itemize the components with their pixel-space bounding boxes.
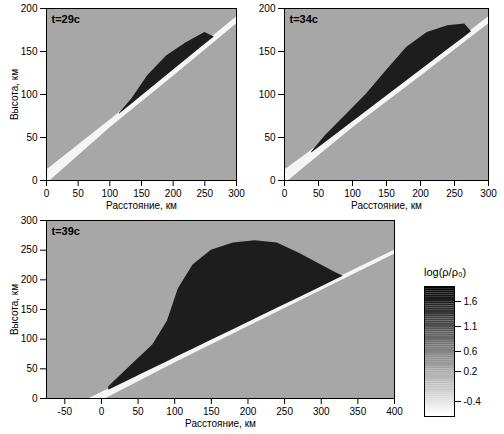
svg-text:Расстояние, км: Расстояние, км xyxy=(185,418,256,429)
svg-text:50: 50 xyxy=(264,132,276,143)
svg-text:250: 250 xyxy=(446,188,463,199)
svg-text:0: 0 xyxy=(32,175,38,186)
html-text:log(ρ/ρ₀): log(ρ/ρ₀) xyxy=(424,266,467,278)
svg-text:200: 200 xyxy=(259,3,276,14)
svg-text:250: 250 xyxy=(21,244,38,255)
svg-text:0: 0 xyxy=(270,175,276,186)
svg-text:t=29с: t=29с xyxy=(52,13,80,25)
svg-text:Расстояние, км: Расстояние, км xyxy=(351,200,422,211)
svg-text:50: 50 xyxy=(26,132,38,143)
svg-text:0: 0 xyxy=(99,406,105,417)
svg-text:t=34с: t=34с xyxy=(290,13,318,25)
svg-text:150: 150 xyxy=(21,46,38,57)
svg-text:200: 200 xyxy=(412,188,429,199)
svg-text:150: 150 xyxy=(203,406,220,417)
svg-text:Расстояние, км: Расстояние, км xyxy=(106,200,177,211)
svg-text:250: 250 xyxy=(196,188,213,199)
svg-text:50: 50 xyxy=(73,188,85,199)
svg-text:300: 300 xyxy=(228,188,245,199)
svg-text:100: 100 xyxy=(166,406,183,417)
svg-text:t=39с: t=39с xyxy=(52,225,80,237)
svg-text:50: 50 xyxy=(26,363,38,374)
svg-text:0: 0 xyxy=(32,393,38,404)
svg-text:Высота, км: Высота, км xyxy=(9,284,20,335)
svg-text:250: 250 xyxy=(276,406,293,417)
svg-text:150: 150 xyxy=(133,188,150,199)
svg-text:Высота, км: Высота, км xyxy=(9,69,20,120)
svg-text:350: 350 xyxy=(350,406,367,417)
svg-text:100: 100 xyxy=(101,188,118,199)
svg-text:200: 200 xyxy=(21,3,38,14)
svg-text:200: 200 xyxy=(240,406,257,417)
svg-text:300: 300 xyxy=(480,188,497,199)
svg-text:300: 300 xyxy=(313,406,330,417)
svg-text:-0.4: -0.4 xyxy=(464,396,482,407)
svg-text:150: 150 xyxy=(259,46,276,57)
svg-text:300: 300 xyxy=(21,215,38,226)
svg-text:200: 200 xyxy=(165,188,182,199)
svg-text:1.6: 1.6 xyxy=(464,296,478,307)
svg-text:50: 50 xyxy=(133,406,145,417)
svg-text:150: 150 xyxy=(21,304,38,315)
svg-text:100: 100 xyxy=(21,89,38,100)
svg-text:400: 400 xyxy=(386,406,403,417)
svg-text:150: 150 xyxy=(378,188,395,199)
svg-text:200: 200 xyxy=(21,274,38,285)
svg-text:0: 0 xyxy=(44,188,50,199)
svg-text:1.1: 1.1 xyxy=(464,321,478,332)
svg-text:0.6: 0.6 xyxy=(464,346,478,357)
svg-text:100: 100 xyxy=(21,333,38,344)
svg-text:100: 100 xyxy=(259,89,276,100)
svg-text:-50: -50 xyxy=(58,406,73,417)
svg-text:100: 100 xyxy=(344,188,361,199)
svg-text:0.2: 0.2 xyxy=(464,366,478,377)
svg-text:0: 0 xyxy=(282,188,288,199)
svg-text:50: 50 xyxy=(313,188,325,199)
